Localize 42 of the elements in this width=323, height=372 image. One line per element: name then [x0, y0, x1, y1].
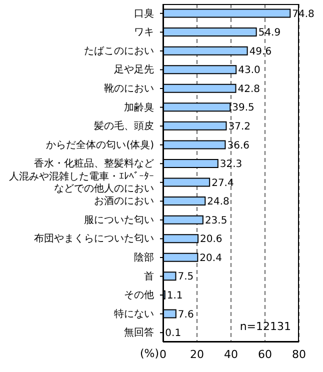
y-tick-label: ワキ — [134, 26, 154, 38]
data-label: 39.5 — [232, 102, 254, 114]
y-tick-label: たばこのにおい — [84, 45, 154, 56]
data-label: 7.6 — [178, 309, 194, 320]
x-tick-label: 60 — [258, 348, 272, 361]
data-label: 43.0 — [238, 65, 260, 76]
y-tick-label: 口臭 — [134, 6, 154, 19]
y-tick-label: 足や足先 — [114, 63, 154, 76]
data-label: 54.9 — [258, 28, 281, 39]
x-tick-label: 0 — [160, 348, 166, 361]
data-label: 0.1 — [165, 328, 182, 340]
x-axis-title: (%) — [140, 346, 159, 360]
y-tick-label: その他 — [124, 288, 154, 301]
y-tick-label: 特にない — [114, 307, 154, 320]
y-tick-label: 髪の毛、頭皮 — [94, 120, 154, 132]
y-tick-label: 布団やまくらについた匂い — [34, 232, 154, 244]
y-tick-label: 無回答 — [124, 326, 154, 338]
y-tick-label: 首 — [144, 270, 154, 282]
data-label: 20.4 — [200, 252, 222, 264]
data-label: 42.8 — [238, 84, 260, 95]
y-tick-label: からだ全体の匂い(体臭) — [46, 138, 154, 150]
data-label: 7.5 — [178, 272, 194, 283]
x-tick-label: 20 — [190, 348, 204, 361]
data-label: 36.6 — [227, 140, 250, 152]
x-tick-label: 40 — [224, 348, 238, 361]
data-label: 24.8 — [207, 196, 230, 208]
y-tick-label: 加齢臭 — [124, 100, 154, 113]
x-tick-label: 80 — [292, 348, 306, 361]
data-label: 20.6 — [200, 234, 222, 246]
data-label: 1.1 — [166, 290, 183, 302]
data-label: 32.3 — [220, 159, 242, 170]
data-label: 27.4 — [212, 178, 234, 189]
data-label: 37.2 — [228, 121, 251, 132]
y-tick-label: お酒のにおい — [94, 194, 154, 207]
y-tick-label: 服についた匂い — [84, 213, 154, 226]
y-tick-label: 靴のにおい — [104, 82, 154, 94]
data-label: 23.5 — [204, 215, 228, 226]
y-tick-label: 人混みや混雑した電車・ｴﾚﾍﾞｰﾀｰなどでの他人のにおい — [9, 170, 154, 194]
y-tick-label: 陰部 — [134, 251, 154, 263]
annotation: n=12131 — [240, 320, 291, 333]
y-tick-label: 香水・化粧品、整髪料など — [34, 157, 154, 170]
data-label: 49.6 — [249, 46, 272, 58]
